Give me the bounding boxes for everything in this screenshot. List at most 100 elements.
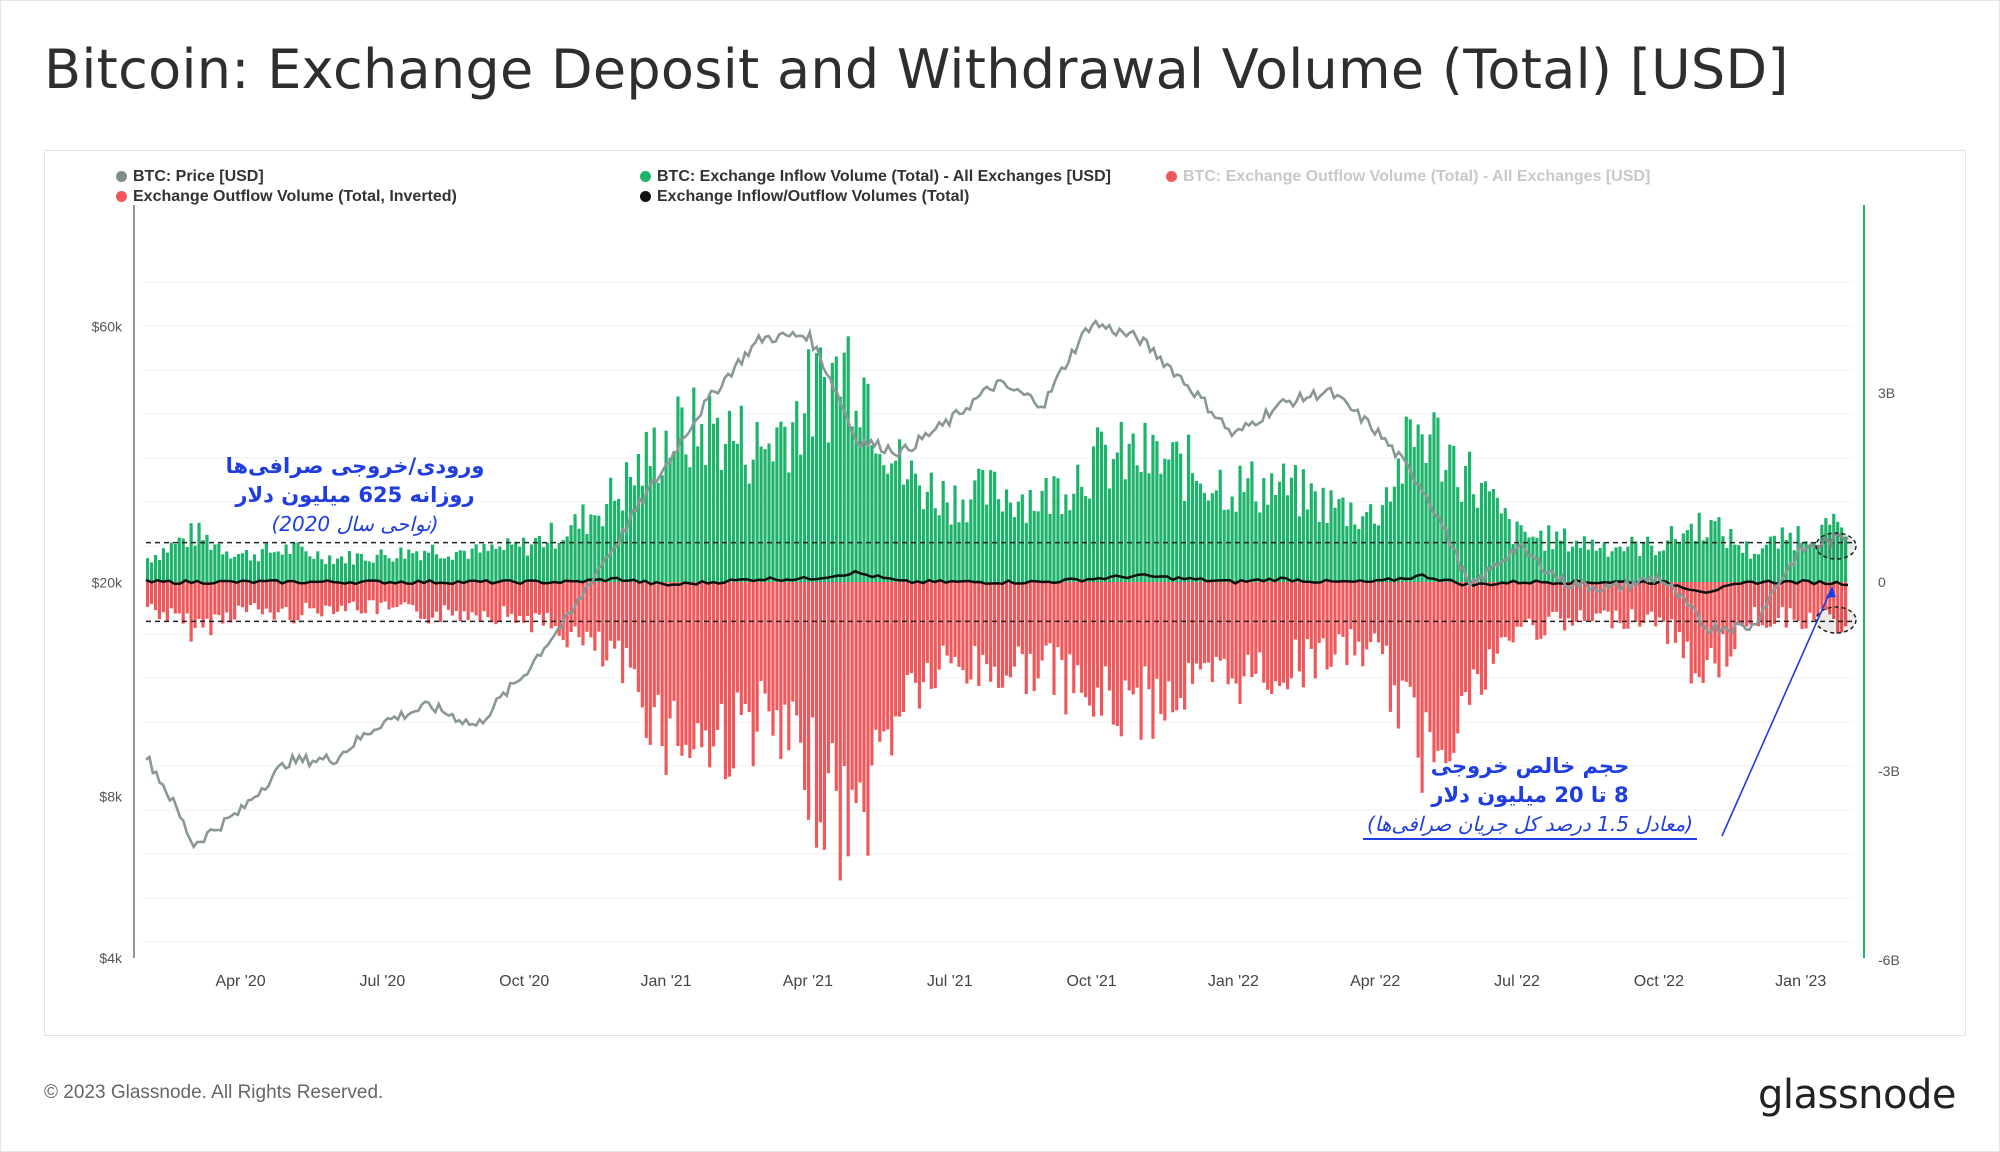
- outflow-bar: [589, 582, 593, 638]
- inflow-bar: [1658, 551, 1662, 582]
- inflow-bar: [1741, 552, 1745, 582]
- outflow-bar: [941, 582, 945, 646]
- inflow-bar: [233, 556, 237, 582]
- outflow-bar: [213, 582, 217, 615]
- outflow-bar: [335, 582, 340, 612]
- outflow-bar: [1487, 582, 1491, 650]
- outflow-bar: [1566, 582, 1571, 619]
- inflow-bar: [672, 452, 676, 582]
- outflow-bar: [1709, 582, 1713, 648]
- outflow-bar: [316, 582, 320, 614]
- legend-item-price[interactable]: BTC: Price [USD]: [116, 168, 264, 186]
- legend-item-outflow[interactable]: BTC: Exchange Outflow Volume (Total) - A…: [1166, 168, 1650, 186]
- inflow-bar: [1408, 419, 1412, 582]
- inflow-bar: [1844, 536, 1848, 582]
- inflow-bar: [937, 515, 941, 582]
- inflow-bar: [569, 525, 573, 582]
- inflow-bar: [1788, 532, 1792, 582]
- inflow-bar: [993, 471, 997, 582]
- legend-item-inflow[interactable]: BTC: Exchange Inflow Volume (Total) - Al…: [640, 168, 1111, 186]
- inflow-bar: [763, 449, 767, 582]
- inflow-bar: [1717, 517, 1721, 582]
- inflow-bar: [882, 465, 886, 582]
- outflow-bar: [973, 582, 977, 647]
- outflow-bar: [1471, 582, 1476, 670]
- inflow-bar: [704, 464, 708, 582]
- inflow-bar: [1384, 487, 1389, 582]
- outflow-bar: [343, 582, 348, 612]
- outflow-bar: [252, 582, 257, 604]
- legend-item-netflow[interactable]: Exchange Inflow/Outflow Volumes (Total): [640, 188, 969, 206]
- outflow-bar: [1084, 582, 1088, 698]
- outflow-bar: [1507, 582, 1511, 641]
- inflow-bar: [874, 453, 878, 582]
- outflow-bar: [957, 582, 961, 667]
- outflow-bar: [569, 582, 573, 632]
- outflow-bar: [284, 582, 288, 607]
- inflow-bar: [688, 467, 692, 582]
- outflow-bar: [498, 582, 502, 622]
- inflow-bar: [1297, 516, 1301, 582]
- outflow-bar: [1278, 582, 1282, 687]
- inflow-bar: [1547, 525, 1551, 582]
- outflow-bar: [1186, 582, 1191, 663]
- outflow-bar: [478, 582, 482, 622]
- outflow-bar: [680, 582, 684, 756]
- outflow-bar: [355, 582, 359, 611]
- outflow-bar: [668, 582, 672, 719]
- inflow-bar: [1210, 493, 1214, 582]
- inflow-bar: [1024, 522, 1028, 582]
- outflow-bar: [466, 582, 470, 621]
- outflow-bar: [1325, 582, 1329, 670]
- inflow-bar: [1092, 446, 1096, 582]
- inflow-bar: [1305, 509, 1309, 582]
- inflow-bar: [909, 460, 914, 582]
- outflow-bar: [1669, 582, 1674, 620]
- inflow-bar: [660, 475, 664, 582]
- outflow-bar: [189, 582, 193, 642]
- inflow-bar: [1475, 507, 1480, 582]
- outflow-bar: [442, 582, 447, 606]
- inflow-bar: [533, 538, 538, 582]
- inflow-bar: [1274, 495, 1278, 582]
- inflow-bar: [494, 548, 498, 582]
- outflow-bar: [1725, 582, 1729, 667]
- inflow-bar: [577, 528, 581, 582]
- outflow-bar: [882, 582, 886, 732]
- inflow-bar: [1016, 501, 1020, 582]
- inflow-bar: [189, 523, 193, 582]
- inflow-bar: [541, 547, 545, 582]
- legend-item-outflow-inverted[interactable]: Exchange Outflow Volume (Total, Inverted…: [116, 188, 457, 206]
- outflow-bar: [1756, 582, 1761, 627]
- outflow-bar: [921, 582, 925, 683]
- inflow-bar: [834, 356, 838, 582]
- inflow-bar: [1804, 541, 1808, 582]
- outflow-bar: [719, 582, 724, 704]
- inflow-bar: [1131, 433, 1135, 582]
- inflow-bar: [1365, 512, 1369, 582]
- inflow-bar: [1840, 527, 1844, 582]
- x-tick-label: Apr '22: [1350, 973, 1400, 990]
- outflow-bar: [1844, 582, 1848, 627]
- outflow-bar: [1816, 582, 1820, 617]
- inflow-bar: [522, 537, 526, 582]
- inflow-bar: [941, 480, 945, 582]
- inflow-bar: [636, 454, 640, 582]
- inflow-bar: [1527, 537, 1531, 582]
- outflow-bar: [1175, 582, 1179, 711]
- inflow-bar: [1234, 511, 1238, 582]
- inflow-bar: [913, 473, 918, 582]
- outflow-bar: [339, 582, 344, 606]
- inflow-bar: [1159, 473, 1163, 582]
- outflow-bar: [1598, 582, 1602, 614]
- inflow-bar: [1376, 525, 1381, 582]
- outflow-bar: [890, 582, 894, 756]
- outflow-bar: [759, 582, 763, 681]
- outflow-bar: [300, 582, 304, 616]
- inflow-bar: [442, 558, 447, 582]
- outflow-bar: [1242, 582, 1246, 677]
- inflow-bar: [518, 546, 522, 582]
- outflow-bar: [807, 582, 811, 820]
- inflow-bar: [407, 549, 411, 582]
- inflow-bar: [719, 469, 724, 582]
